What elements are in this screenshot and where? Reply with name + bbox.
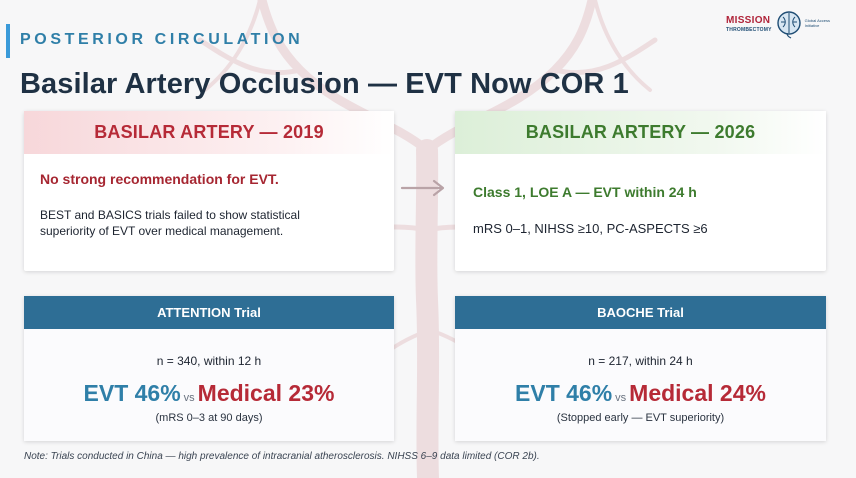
trial-sample-size: n = 217, within 24 h <box>588 354 693 368</box>
trial-note: (mRS 0–3 at 90 days) <box>155 412 263 424</box>
page-title: Basilar Artery Occlusion — EVT Now COR 1 <box>20 68 629 100</box>
evt-result: EVT 46% <box>515 380 613 406</box>
trial-sample-size: n = 340, within 12 h <box>156 354 262 368</box>
card-body-2026: mRS 0–1, NIHSS ≥10, PC-ASPECTS ≥6 <box>473 221 708 236</box>
logo-word: MISSION <box>726 14 771 26</box>
logo-sub: THROMBECTOMY <box>726 26 772 33</box>
accent-bar <box>6 24 10 58</box>
trial-result: EVT 46% vs Medical 23% <box>24 380 394 407</box>
trial-card-attention: ATTENTION Trial n = 340, within 12 h EVT… <box>24 296 394 441</box>
logo-tagline: Global Access Initiative <box>804 18 830 28</box>
section-eyebrow: POSTERIOR CIRCULATION <box>20 31 304 48</box>
trial-heading: BAOCHE Trial <box>455 296 826 329</box>
mission-thrombectomy-logo: MISSION THROMBECTOMY Global Access Initi… <box>726 4 848 44</box>
card-body-2019: BEST and BASICS trials failed to show st… <box>40 208 300 238</box>
card-heading-2026: BASILAR ARTERY — 2026 <box>455 111 826 154</box>
card-basilar-2019: BASILAR ARTERY — 2019 No strong recommen… <box>24 111 394 271</box>
brain-icon <box>776 11 801 39</box>
card-lead-2019: No strong recommendation for EVT. <box>40 171 279 187</box>
card-basilar-2026: BASILAR ARTERY — 2026 Class 1, LOE A — E… <box>455 111 826 271</box>
trial-note: (Stopped early — EVT superiority) <box>556 412 725 424</box>
trial-result: EVT 46% vs Medical 24% <box>455 380 826 407</box>
vs-label: vs <box>615 392 627 404</box>
vs-label: vs <box>183 392 195 404</box>
trial-card-baoche: BAOCHE Trial n = 217, within 24 h EVT 46… <box>455 296 826 441</box>
card-heading-2019: BASILAR ARTERY — 2019 <box>24 111 394 154</box>
card-lead-2026: Class 1, LOE A — EVT within 24 h <box>473 184 697 200</box>
footnote: Note: Trials conducted in China — high p… <box>24 451 540 462</box>
medical-result: Medical 24% <box>629 380 766 406</box>
medical-result: Medical 23% <box>197 380 335 406</box>
arrow-right-icon <box>400 179 445 197</box>
evt-result: EVT 46% <box>83 380 181 406</box>
trial-heading: ATTENTION Trial <box>24 296 394 329</box>
